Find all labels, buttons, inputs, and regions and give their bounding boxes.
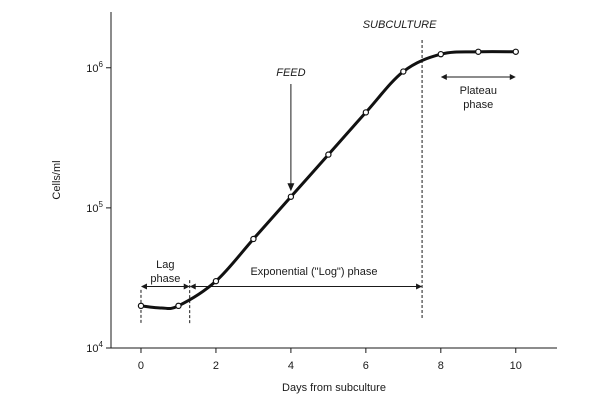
x-tick-label: 4: [288, 360, 294, 372]
data-point: [175, 302, 182, 310]
y-tick-label: 104: [86, 340, 103, 355]
x-tick-label: 6: [363, 360, 369, 372]
ticks: 0 2 4 6 8 10 104 105 106: [86, 60, 522, 372]
plateau-arrow: [440, 74, 516, 80]
y-axis-title: Cells/ml: [51, 160, 63, 199]
log-phase-label: Exponential ("Log") phase: [250, 266, 377, 278]
data-point: [475, 48, 482, 55]
x-axis-title: Days from subculture: [282, 382, 386, 394]
y-tick-label: 106: [86, 60, 103, 75]
data-point: [400, 68, 407, 75]
arrow-head-right: [183, 283, 190, 290]
feed-arrow-head: [287, 183, 295, 192]
series: [137, 48, 519, 311]
annotations: Lag phase Exponential ("Log") phase Plateau…: [140, 19, 516, 324]
data-point: [437, 50, 445, 58]
data-point: [250, 235, 257, 243]
data-point: [287, 193, 295, 200]
plateau-phase-label: Plateau phase: [460, 85, 497, 111]
data-point: [512, 48, 519, 55]
arrow-head-right: [416, 283, 423, 290]
data-point: [137, 302, 145, 310]
data-point: [325, 151, 332, 158]
x-tick-label: 0: [138, 360, 144, 372]
data-point: [362, 109, 370, 116]
lag-phase-label: Lag phase: [150, 259, 180, 285]
x-tick-label: 2: [213, 360, 219, 372]
arrow-head-left: [440, 74, 447, 80]
arrow-head-right: [509, 74, 516, 80]
log-arrow: [189, 283, 423, 290]
x-tick-label: 8: [438, 360, 444, 372]
arrow-head-left: [189, 283, 196, 290]
axes: [110, 12, 557, 349]
lag-arrow: [140, 283, 190, 290]
x-tick-label: 10: [510, 360, 522, 372]
y-tick-label: 105: [86, 200, 103, 215]
arrow-head-left: [140, 283, 147, 290]
feed-label: FEED: [276, 67, 305, 79]
data-point: [212, 277, 220, 285]
subculture-label: SUBCULTURE: [363, 19, 437, 31]
